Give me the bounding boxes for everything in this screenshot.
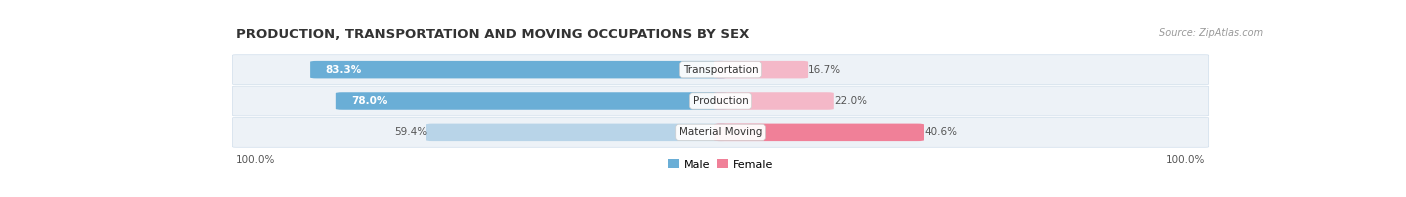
Legend: Male, Female: Male, Female <box>668 160 773 170</box>
FancyBboxPatch shape <box>714 61 808 78</box>
Text: 78.0%: 78.0% <box>352 96 388 106</box>
FancyBboxPatch shape <box>232 117 1209 147</box>
Text: Material Moving: Material Moving <box>679 127 762 137</box>
Text: PRODUCTION, TRANSPORTATION AND MOVING OCCUPATIONS BY SEX: PRODUCTION, TRANSPORTATION AND MOVING OC… <box>236 28 749 41</box>
FancyBboxPatch shape <box>714 92 834 110</box>
Text: 16.7%: 16.7% <box>808 65 841 75</box>
Text: 100.0%: 100.0% <box>1166 155 1205 165</box>
Text: Transportation: Transportation <box>683 65 758 75</box>
FancyBboxPatch shape <box>714 124 924 141</box>
FancyBboxPatch shape <box>426 124 727 141</box>
FancyBboxPatch shape <box>232 55 1209 85</box>
Text: Source: ZipAtlas.com: Source: ZipAtlas.com <box>1159 28 1263 38</box>
FancyBboxPatch shape <box>232 86 1209 116</box>
Text: Production: Production <box>693 96 748 106</box>
FancyBboxPatch shape <box>311 61 727 78</box>
Text: 59.4%: 59.4% <box>394 127 427 137</box>
Text: 22.0%: 22.0% <box>834 96 866 106</box>
FancyBboxPatch shape <box>336 92 727 110</box>
Text: 40.6%: 40.6% <box>924 127 957 137</box>
Text: 100.0%: 100.0% <box>236 155 276 165</box>
Text: 83.3%: 83.3% <box>325 65 361 75</box>
